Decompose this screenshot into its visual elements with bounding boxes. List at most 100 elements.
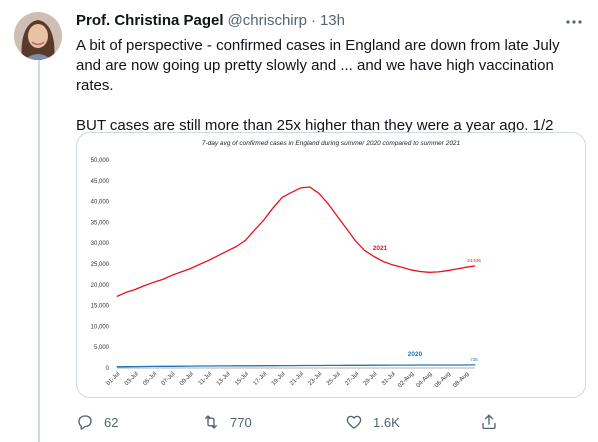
- like-button[interactable]: 1.6K: [345, 408, 400, 436]
- x-tick-label: 01-Jul: [106, 371, 122, 387]
- data-point-2020: [189, 365, 191, 367]
- data-point-2020: [144, 366, 145, 367]
- data-point-2021: [153, 281, 155, 283]
- x-tick-label: 04-Aug: [416, 371, 434, 389]
- x-tick-label: 19-Jul: [271, 371, 287, 387]
- chart-image[interactable]: 7-day avg of confirmed cases in England …: [76, 132, 586, 398]
- share-icon: [482, 414, 496, 430]
- like-count: 1.6K: [373, 414, 400, 430]
- data-point-2020: [254, 365, 256, 367]
- series-label-2021: 2021: [373, 245, 388, 252]
- x-tick-label: 05-Jul: [142, 371, 158, 387]
- x-tick-label: 06-Aug: [434, 371, 452, 389]
- data-point-2020: [410, 364, 412, 366]
- x-tick-label: 21-Jul: [289, 371, 305, 387]
- x-tick-label: 31-Jul: [381, 371, 397, 387]
- share-button[interactable]: [480, 408, 508, 436]
- data-point-2021: [382, 261, 384, 262]
- thread-line: [38, 58, 40, 442]
- y-tick-label: 30,000: [91, 241, 110, 247]
- x-tick-label: 02-Aug: [397, 371, 415, 389]
- data-point-2021: [263, 219, 265, 221]
- tweet-text-paragraph: BUT cases are still more than 25x higher…: [76, 117, 554, 134]
- data-point-2021: [428, 271, 430, 273]
- tweet-header: Prof. Christina Pagel @chrischirp · 13h: [76, 12, 345, 32]
- x-tick-label: 25-Jul: [326, 371, 342, 387]
- data-point-2020: [465, 364, 467, 366]
- y-tick-label: 25,000: [91, 262, 110, 268]
- data-point-2021: [327, 203, 329, 205]
- data-point-2020: [180, 365, 182, 367]
- data-point-2021: [355, 240, 357, 242]
- line-chart: 0 5,000 10,000 15,000 20,000 25,000 30,000 35,0…: [91, 158, 482, 389]
- data-point-2020: [437, 364, 439, 366]
- retweet-button[interactable]: 770: [202, 408, 252, 436]
- y-tick-label: 40,000: [91, 200, 110, 206]
- data-point-2021: [419, 271, 421, 272]
- data-point-2020: [153, 365, 155, 367]
- series-line-2020: [116, 364, 476, 368]
- x-tick-label: 15-Jul: [234, 371, 250, 387]
- data-point-2021: [162, 278, 164, 280]
- data-point-2021: [208, 259, 210, 261]
- data-point-2020: [199, 365, 201, 367]
- data-point-2020: [134, 366, 136, 368]
- y-tick-label: 5,000: [94, 345, 110, 351]
- y-tick-label: 20,000: [91, 283, 110, 289]
- data-point-2020: [456, 364, 458, 366]
- data-point-2021: [391, 264, 393, 266]
- data-point-2020: [346, 364, 347, 366]
- x-tick-label: 27-Jul: [344, 371, 360, 387]
- data-point-2021: [290, 191, 292, 193]
- data-point-2021: [336, 215, 338, 217]
- tweet-text: A bit of perspective - confirmed cases i…: [76, 36, 586, 136]
- data-point-2020: [162, 365, 164, 367]
- data-point-2021: [235, 246, 237, 247]
- x-tick-label: 13-Jul: [216, 371, 232, 387]
- retweet-icon: [205, 415, 217, 429]
- data-point-2020: [217, 365, 219, 367]
- data-point-2021: [189, 268, 191, 270]
- data-point-2021: [199, 263, 201, 265]
- x-tick-label: 03-Jul: [124, 371, 140, 387]
- data-point-2020: [309, 365, 311, 366]
- x-tick-label: 17-Jul: [252, 371, 268, 387]
- data-point-2021: [447, 270, 448, 272]
- data-point-2021: [281, 196, 283, 198]
- y-tick-label: 50,000: [91, 158, 110, 164]
- data-point-2021: [134, 288, 136, 290]
- data-point-2020: [474, 364, 476, 366]
- data-point-2020: [355, 364, 357, 366]
- heart-icon: [346, 415, 362, 429]
- more-dots-icon[interactable]: [564, 12, 584, 32]
- reply-button[interactable]: 62: [76, 408, 118, 436]
- data-point-2021: [125, 291, 127, 293]
- separator-dot: ·: [310, 12, 316, 29]
- series-label-2020: 2020: [408, 351, 423, 358]
- author-name[interactable]: Prof. Christina Pagel: [76, 12, 224, 29]
- series-line-2021: [116, 186, 476, 297]
- data-point-2020: [364, 364, 366, 366]
- data-point-2021: [171, 274, 173, 276]
- data-point-2021: [373, 256, 375, 257]
- avatar[interactable]: [14, 12, 62, 60]
- timestamp[interactable]: 13h: [319, 12, 345, 29]
- data-point-2020: [382, 364, 384, 366]
- data-point-2020: [419, 364, 421, 366]
- reply-icon: [78, 415, 92, 430]
- data-point-2020: [428, 364, 430, 366]
- author-handle[interactable]: @chrischirp: [227, 12, 307, 29]
- action-bar: 62 770 1.6K: [76, 408, 586, 436]
- data-point-2021: [254, 229, 256, 231]
- data-point-2021: [309, 186, 311, 188]
- retweet-count: 770: [230, 414, 252, 430]
- end-value-label-2020: 735: [470, 357, 478, 362]
- data-point-2020: [226, 365, 228, 367]
- data-point-2021: [465, 266, 467, 268]
- x-tick-label: 23-Jul: [308, 371, 324, 387]
- data-point-2021: [272, 207, 274, 209]
- data-point-2020: [401, 364, 403, 366]
- data-point-2021: [226, 250, 228, 252]
- x-tick-label: 11-Jul: [198, 371, 213, 386]
- data-point-2021: [410, 269, 412, 271]
